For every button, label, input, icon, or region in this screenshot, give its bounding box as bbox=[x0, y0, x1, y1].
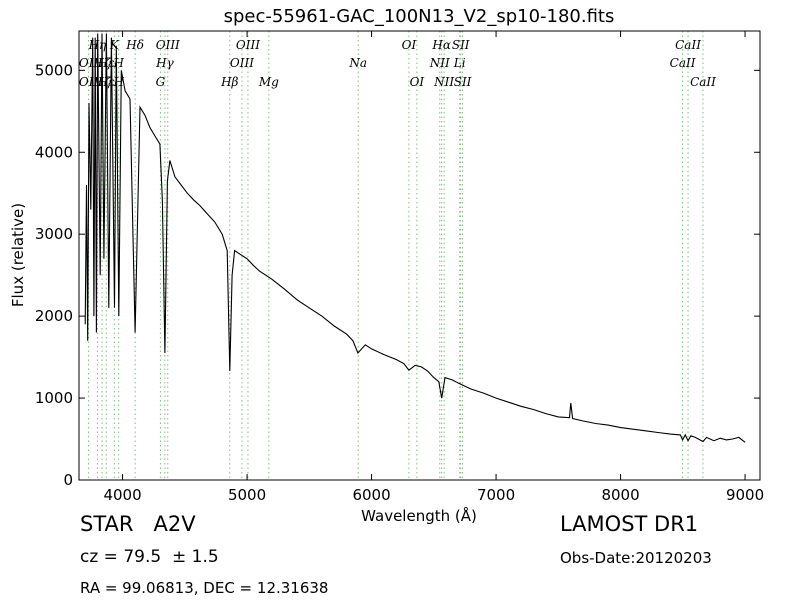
line-label: OIII bbox=[236, 38, 260, 52]
y-axis: 0 1000 2000 3000 4000 5000 bbox=[35, 61, 760, 489]
line-label: OIII bbox=[156, 38, 180, 52]
plot-frame bbox=[78, 30, 761, 481]
x-axis: 4000 5000 6000 7000 8000 9000 bbox=[103, 31, 764, 504]
coordinates: RA = 99.06813, DEC = 12.31638 bbox=[80, 579, 329, 597]
x-tick-label: 7000 bbox=[477, 486, 515, 504]
y-axis-label: Flux (relative) bbox=[9, 203, 27, 307]
line-label: NII bbox=[433, 75, 454, 89]
object-class: STAR A2V bbox=[80, 512, 196, 536]
redshift-value: cz = 79.5 ± 1.5 bbox=[80, 547, 219, 567]
line-label: OI bbox=[410, 75, 425, 89]
y-tick-label: 4000 bbox=[35, 143, 73, 161]
line-label: SII bbox=[452, 38, 470, 52]
line-label: SII bbox=[454, 75, 472, 89]
x-axis-label: Wavelength (Å) bbox=[361, 506, 477, 525]
line-label: CaII bbox=[690, 75, 716, 89]
line-label: CaII bbox=[675, 38, 701, 52]
line-label: G bbox=[156, 75, 166, 89]
line-label: OI bbox=[402, 38, 417, 52]
line-label: Li bbox=[453, 56, 466, 70]
line-label: Hα bbox=[431, 38, 451, 52]
x-tick-label: 9000 bbox=[726, 486, 764, 504]
line-label: OII bbox=[79, 56, 99, 70]
line-markers bbox=[88, 31, 704, 480]
observation-date: Obs-Date:20120203 bbox=[560, 549, 712, 567]
line-label: Hδ bbox=[125, 38, 144, 52]
x-tick-label: 8000 bbox=[601, 486, 639, 504]
line-label: Hγ bbox=[155, 56, 174, 70]
line-label: Hβ bbox=[220, 75, 238, 89]
y-tick-label: 5000 bbox=[35, 61, 73, 79]
y-tick-label: 1000 bbox=[35, 389, 73, 407]
chart-title: spec-55961-GAC_100N13_V2_sp10-180.fits bbox=[224, 6, 615, 27]
spectrum-line bbox=[84, 33, 746, 443]
line-label: CaII bbox=[670, 56, 696, 70]
line-label: OIII bbox=[230, 56, 254, 70]
y-tick-label: 2000 bbox=[35, 307, 73, 325]
survey-name: LAMOST DR1 bbox=[560, 512, 699, 536]
line-label: Na bbox=[348, 56, 367, 70]
x-tick-label: 6000 bbox=[352, 486, 390, 504]
y-tick-label: 3000 bbox=[35, 225, 73, 243]
line-label: Mg bbox=[258, 75, 279, 89]
line-label: OII bbox=[79, 75, 99, 89]
x-tick-label: 4000 bbox=[103, 486, 141, 504]
line-label: H bbox=[112, 56, 124, 70]
y-tick-label: 0 bbox=[63, 471, 73, 489]
line-label: NII bbox=[429, 56, 450, 70]
line-label: K bbox=[109, 38, 120, 52]
x-tick-label: 5000 bbox=[228, 486, 266, 504]
